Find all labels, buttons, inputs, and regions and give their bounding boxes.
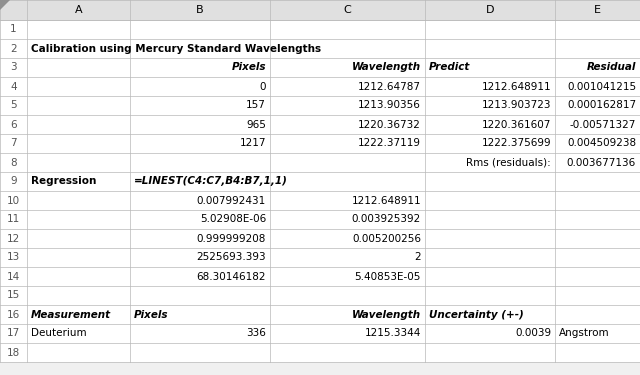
Text: Regression: Regression	[31, 177, 97, 186]
Text: Wavelength: Wavelength	[352, 309, 421, 320]
Text: Rms (residuals):: Rms (residuals):	[467, 158, 551, 168]
Text: 7: 7	[10, 138, 17, 148]
Bar	[0, 210, 640, 229]
Bar	[0, 191, 640, 210]
Text: 4: 4	[10, 81, 17, 92]
Text: 336: 336	[246, 328, 266, 339]
Bar	[0, 343, 640, 362]
Text: Calibration using Mercury Standard Wavelengths: Calibration using Mercury Standard Wavel…	[31, 44, 321, 54]
Text: 5.02908E-06: 5.02908E-06	[200, 214, 266, 225]
Text: 5.40853E-05: 5.40853E-05	[355, 272, 421, 282]
Text: 13: 13	[7, 252, 20, 262]
Text: 2525693.393: 2525693.393	[196, 252, 266, 262]
Text: Residual: Residual	[587, 63, 636, 72]
Text: 1215.3344: 1215.3344	[365, 328, 421, 339]
Text: Measurement: Measurement	[31, 309, 111, 320]
Text: 0.0039: 0.0039	[515, 328, 551, 339]
Text: 1213.90356: 1213.90356	[358, 100, 421, 111]
Bar	[0, 267, 640, 286]
Text: Angstrom: Angstrom	[559, 328, 610, 339]
Text: 14: 14	[7, 272, 20, 282]
Bar	[0, 305, 640, 324]
Bar	[0, 172, 640, 191]
Text: 3: 3	[10, 63, 17, 72]
Text: 6: 6	[10, 120, 17, 129]
Text: 1222.37119: 1222.37119	[358, 138, 421, 148]
Text: 1212.64787: 1212.64787	[358, 81, 421, 92]
Text: 9: 9	[10, 177, 17, 186]
Text: Deuterium: Deuterium	[31, 328, 86, 339]
Bar	[0, 286, 640, 305]
Bar	[0, 96, 640, 115]
Text: 5: 5	[10, 100, 17, 111]
Text: E: E	[594, 5, 601, 15]
Text: 0.004509238: 0.004509238	[567, 138, 636, 148]
Bar	[0, 39, 640, 58]
Text: Pixels: Pixels	[134, 309, 168, 320]
Text: 1: 1	[10, 24, 17, 34]
Text: 157: 157	[246, 100, 266, 111]
Text: 16: 16	[7, 309, 20, 320]
Text: 0.000162817: 0.000162817	[567, 100, 636, 111]
Text: 0.003925392: 0.003925392	[352, 214, 421, 225]
Text: A: A	[75, 5, 83, 15]
Text: 1212.648911: 1212.648911	[481, 81, 551, 92]
Text: 1220.36732: 1220.36732	[358, 120, 421, 129]
Text: 0: 0	[259, 81, 266, 92]
Text: 0.999999208: 0.999999208	[196, 234, 266, 243]
Text: Wavelength: Wavelength	[352, 63, 421, 72]
Text: Pixels: Pixels	[232, 63, 266, 72]
Text: 0.007992431: 0.007992431	[196, 195, 266, 206]
Text: 11: 11	[7, 214, 20, 225]
Bar	[0, 20, 640, 39]
Text: Predict: Predict	[429, 63, 470, 72]
Text: 18: 18	[7, 348, 20, 357]
Bar	[0, 248, 640, 267]
Bar	[0, 153, 640, 172]
Text: 10: 10	[7, 195, 20, 206]
Text: 15: 15	[7, 291, 20, 300]
Text: 0.003677136: 0.003677136	[567, 158, 636, 168]
Text: 965: 965	[246, 120, 266, 129]
Text: 0.005200256: 0.005200256	[352, 234, 421, 243]
Text: 2: 2	[414, 252, 421, 262]
Bar	[0, 0, 640, 20]
Text: =LINEST(C4:C7,B4:B7,1,1): =LINEST(C4:C7,B4:B7,1,1)	[134, 177, 288, 186]
Bar	[0, 324, 640, 343]
Text: C: C	[344, 5, 351, 15]
Polygon shape	[0, 0, 10, 10]
Bar	[0, 77, 640, 96]
Text: Uncertainty (+-): Uncertainty (+-)	[429, 309, 524, 320]
Text: 2: 2	[10, 44, 17, 54]
Text: 1213.903723: 1213.903723	[481, 100, 551, 111]
Bar	[0, 134, 640, 153]
Bar	[0, 115, 640, 134]
Bar	[0, 58, 640, 77]
Text: 1217: 1217	[239, 138, 266, 148]
Text: 17: 17	[7, 328, 20, 339]
Bar	[0, 229, 640, 248]
Text: D: D	[486, 5, 494, 15]
Text: 0.001041215: 0.001041215	[567, 81, 636, 92]
Text: 1212.648911: 1212.648911	[351, 195, 421, 206]
Text: 1222.375699: 1222.375699	[481, 138, 551, 148]
Text: -0.00571327: -0.00571327	[570, 120, 636, 129]
Text: B: B	[196, 5, 204, 15]
Text: 12: 12	[7, 234, 20, 243]
Text: 1220.361607: 1220.361607	[482, 120, 551, 129]
Text: 8: 8	[10, 158, 17, 168]
Text: 68.30146182: 68.30146182	[196, 272, 266, 282]
